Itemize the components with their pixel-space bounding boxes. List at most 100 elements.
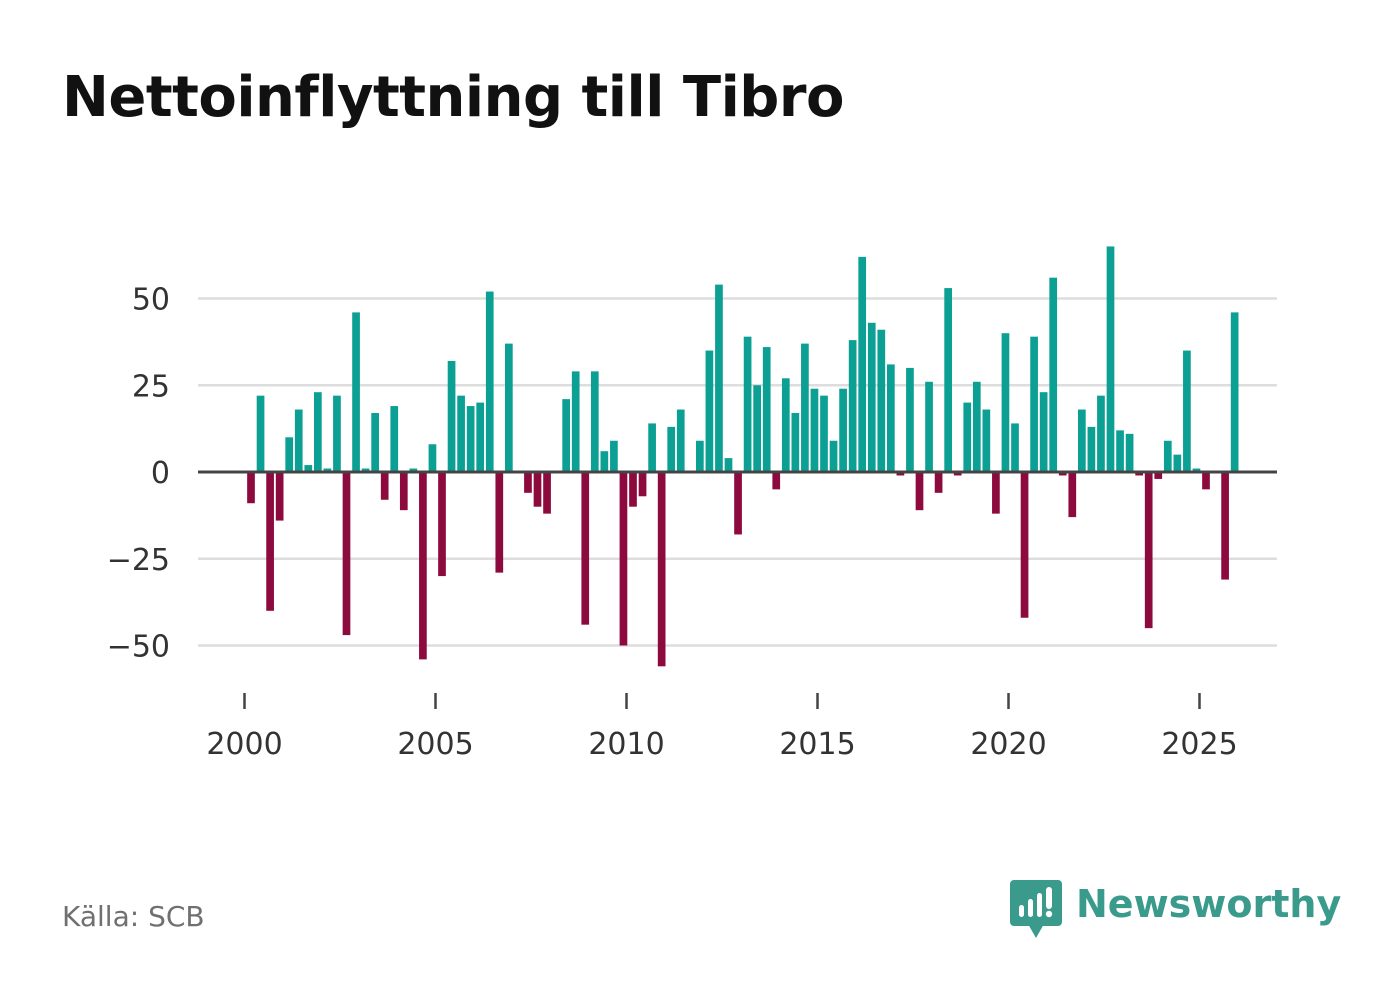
bar	[696, 440, 704, 472]
x-tick-label: 2000	[206, 727, 282, 762]
bar	[1106, 246, 1115, 472]
bar	[887, 364, 895, 472]
bar	[247, 472, 255, 504]
bar	[438, 472, 446, 577]
bar	[657, 472, 666, 667]
bar	[810, 388, 819, 472]
bar	[361, 468, 370, 472]
bar	[867, 322, 876, 472]
bar	[915, 472, 924, 511]
y-tick-label: −50	[107, 630, 170, 665]
bar	[314, 392, 322, 472]
bar	[791, 413, 800, 472]
bar	[476, 402, 485, 472]
bar	[323, 468, 332, 472]
bar	[275, 472, 284, 521]
bar	[858, 256, 867, 472]
bar	[1230, 312, 1239, 472]
bar	[772, 472, 781, 490]
bar	[447, 360, 456, 472]
bar	[992, 472, 1000, 514]
bar	[1221, 472, 1229, 580]
bar	[1154, 472, 1163, 479]
bar	[648, 423, 656, 472]
bar	[1163, 440, 1172, 472]
brand-name: Newsworthy	[1076, 882, 1342, 926]
bar	[352, 312, 360, 472]
x-tick-label: 2025	[1161, 727, 1237, 762]
grid-lines	[198, 297, 1277, 647]
bar	[590, 371, 599, 472]
bar	[543, 472, 551, 514]
bar	[1011, 423, 1019, 472]
bar	[762, 347, 771, 472]
bar	[1039, 392, 1048, 472]
source-note: Källa: SCB	[62, 900, 205, 933]
bar	[600, 451, 609, 472]
bar	[734, 472, 742, 535]
brand-logo[interactable]: Newsworthy	[1010, 878, 1341, 942]
y-tick-label: 25	[132, 369, 170, 404]
bars	[247, 246, 1239, 667]
bar	[285, 437, 294, 472]
bar	[1202, 472, 1210, 490]
bar	[877, 329, 886, 472]
bar	[428, 444, 437, 472]
bar	[963, 402, 972, 472]
tick-labels: 50 25 0 −25 −50 2000 2005 2010 2015 2020 2025	[107, 283, 1238, 763]
bar	[1058, 472, 1067, 476]
chart-title: Nettoinflyttning till Tibro	[62, 65, 844, 130]
bar	[495, 472, 504, 573]
bar	[676, 409, 685, 472]
bar	[409, 468, 418, 472]
bar	[743, 336, 752, 472]
x-tick-label: 2010	[588, 727, 664, 762]
x-tick-label: 2015	[779, 727, 855, 762]
y-tick-label: 0	[151, 456, 170, 491]
bar	[972, 381, 981, 472]
bar	[982, 409, 991, 472]
bar	[953, 472, 962, 476]
bar	[629, 472, 637, 507]
bar	[1173, 454, 1182, 472]
y-tick-label: 50	[132, 283, 170, 318]
bar	[1087, 426, 1096, 472]
bar	[581, 472, 590, 625]
bar	[934, 472, 943, 493]
bar	[839, 388, 847, 472]
bar	[1030, 336, 1038, 472]
bar	[1116, 430, 1124, 472]
bar	[533, 472, 542, 507]
bar	[380, 472, 389, 500]
bar	[925, 381, 933, 472]
bar	[256, 395, 265, 472]
bar	[571, 371, 580, 472]
bar	[610, 440, 618, 472]
bar	[848, 340, 857, 472]
bar	[896, 472, 905, 476]
bar	[304, 465, 313, 472]
bar	[724, 458, 733, 472]
bar	[829, 440, 838, 472]
bar	[342, 472, 351, 636]
bar	[1068, 472, 1077, 518]
bar	[524, 472, 532, 493]
y-tick-label: −25	[107, 543, 170, 578]
bar	[638, 472, 647, 497]
bar	[371, 413, 379, 472]
bar	[715, 284, 723, 472]
axes	[198, 470, 1277, 709]
bar	[1078, 409, 1086, 472]
bar	[485, 291, 494, 472]
bar	[399, 472, 408, 511]
newsworthy-logo-icon	[1010, 880, 1062, 938]
bar	[1135, 472, 1143, 476]
bar	[266, 472, 274, 611]
bar	[1144, 472, 1153, 629]
bar	[906, 367, 914, 472]
bar	[619, 472, 628, 646]
bar	[457, 395, 465, 472]
bar	[419, 472, 427, 660]
bar	[820, 395, 828, 472]
